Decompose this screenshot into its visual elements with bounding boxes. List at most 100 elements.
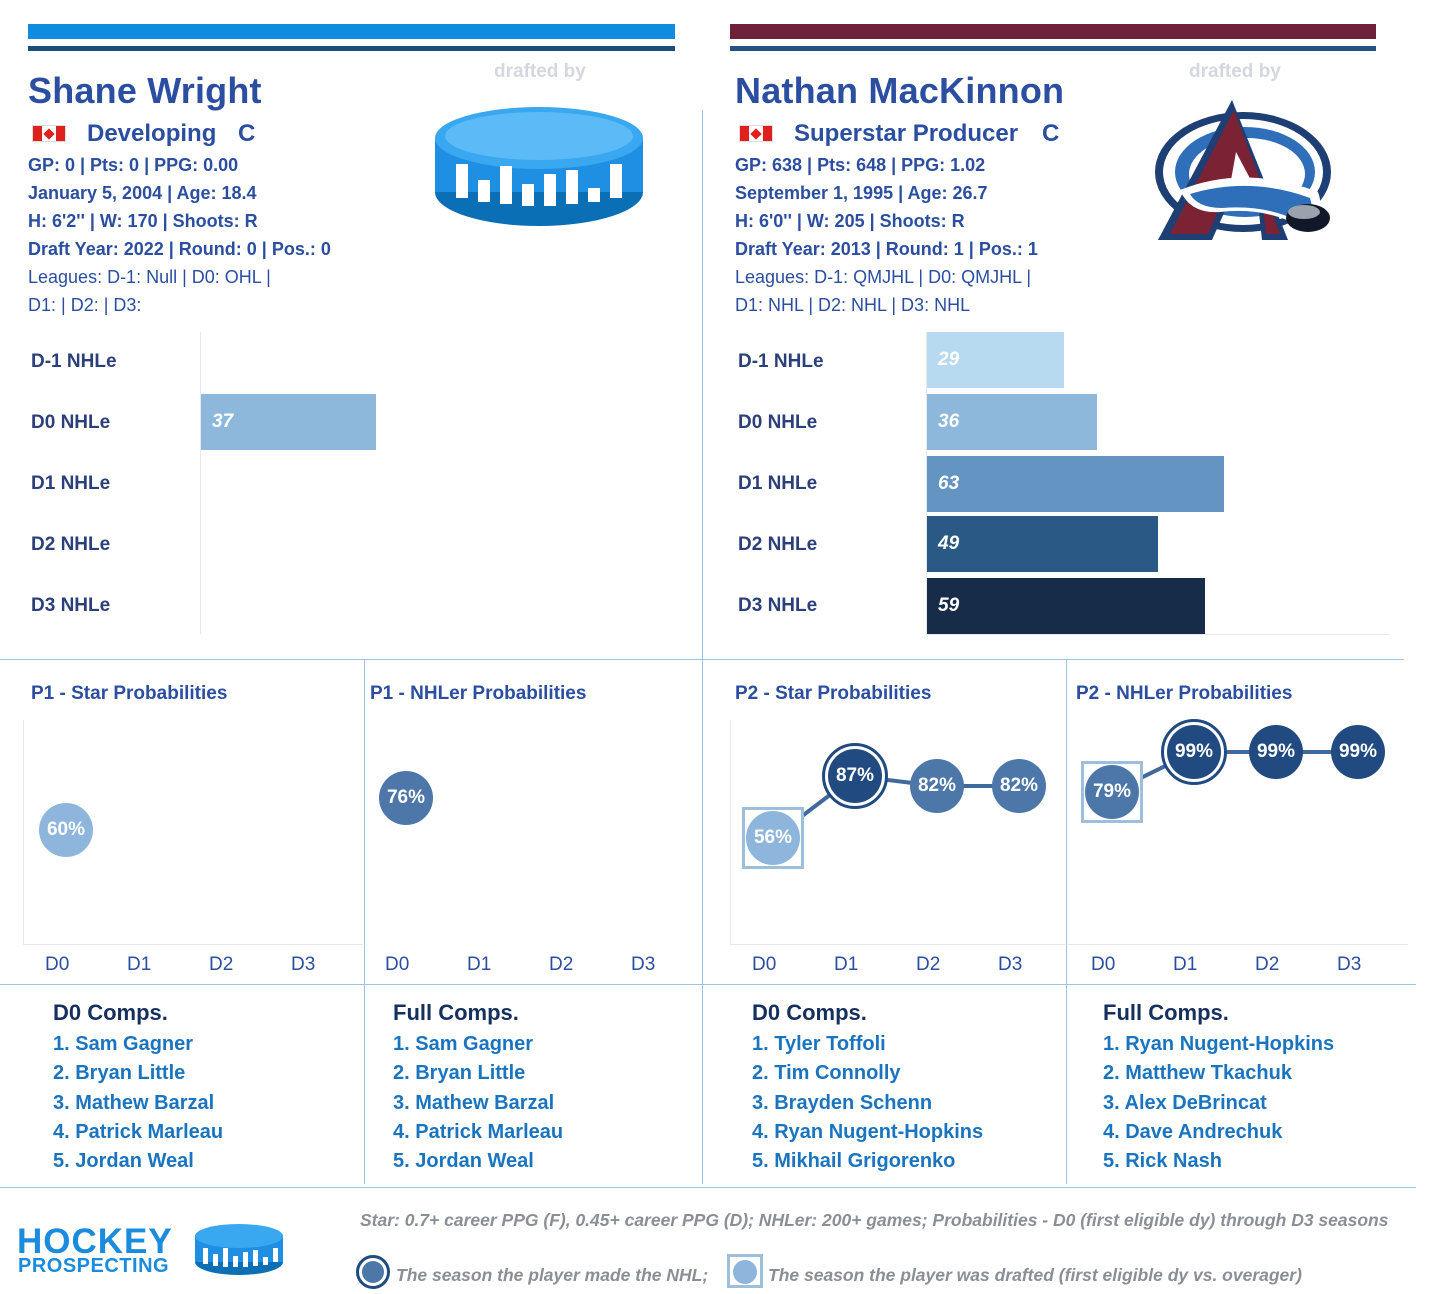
prob-baseline-3	[730, 944, 1065, 945]
comp-player-link[interactable]: 3. Brayden Schenn	[752, 1091, 933, 1114]
comp-player-link[interactable]: 2. Tim Connolly	[752, 1062, 901, 1085]
center-divider	[702, 110, 703, 1184]
player1-stats-line: GP: 0 | Pts: 0 | PPG: 0.00	[28, 155, 239, 175]
nhle-label: D0 NHLe	[738, 412, 818, 433]
nhle-bar-value: 49	[938, 533, 960, 554]
x-tick-label: D1	[1173, 954, 1198, 975]
player1-name: Shane Wright	[28, 70, 262, 111]
nhle-bar	[927, 332, 1064, 388]
nhle-bar-value: 36	[938, 411, 960, 432]
player1-leagues-line: Leagues: D-1: Null | D0: OHL |	[28, 267, 271, 287]
player1-birth-line: January 5, 2004 | Age: 18.4	[28, 183, 257, 203]
nhle-label: D1 NHLe	[738, 473, 818, 494]
nhle-bar-value: 37	[212, 411, 234, 432]
puck-icon	[193, 1222, 285, 1276]
nhle-bar	[927, 456, 1224, 512]
probability-series-line	[1111, 750, 1358, 794]
comp-player-link[interactable]: 4. Patrick Marleau	[53, 1120, 224, 1143]
comps-title: D0 Comps.	[752, 1000, 867, 1025]
section-divider-footer	[0, 1187, 1416, 1188]
player2-birth-line: September 1, 1995 | Age: 26.7	[735, 183, 988, 203]
probability-point: 99%	[1331, 725, 1385, 779]
nhle-label: D3 NHLe	[738, 595, 818, 616]
nhle-label: D-1 NHLe	[31, 351, 117, 372]
comp-player-link[interactable]: 2. Matthew Tkachuk	[1103, 1062, 1292, 1085]
x-tick-label: D0	[752, 954, 777, 975]
probability-point: 60%	[39, 803, 93, 857]
prob-axis-1	[23, 720, 24, 944]
x-tick-label: D3	[631, 954, 656, 975]
comp-player-link[interactable]: 2. Bryan Little	[393, 1062, 526, 1085]
prob-baseline-4	[1068, 944, 1408, 945]
x-tick-label: D1	[467, 954, 492, 975]
section-divider-comps	[0, 984, 1416, 985]
comp-player-link[interactable]: 3. Mathew Barzal	[53, 1091, 215, 1114]
comp-player-link[interactable]: 5. Mikhail Grigorenko	[752, 1150, 956, 1173]
comp-player-link[interactable]: 5. Jordan Weal	[53, 1150, 194, 1173]
panel-title-p1-nhler: P1 - NHLer Probabilities	[370, 683, 587, 704]
probability-series-line	[771, 773, 1019, 840]
player2-header-bar	[730, 24, 1376, 39]
player2-name: Nathan MacKinnon	[735, 70, 1065, 111]
nhle-label: D2 NHLe	[738, 534, 818, 555]
player1-draft-line: Draft Year: 2022 | Round: 0 | Pos.: 0	[28, 239, 331, 259]
nhle-bar	[927, 394, 1097, 450]
comps-title: D0 Comps.	[53, 1000, 168, 1025]
player1-leagues-line-2: D1: | D2: | D3:	[28, 295, 142, 315]
legend-drafted: The season the player was drafted (first…	[768, 1265, 1302, 1285]
x-tick-label: D0	[385, 954, 410, 975]
player1-drafted-by: drafted by	[494, 61, 586, 82]
comp-player-link[interactable]: 5. Jordan Weal	[393, 1150, 534, 1173]
panel-divider-3	[1066, 659, 1067, 1184]
player2-header-subbar	[730, 46, 1376, 51]
comp-player-link[interactable]: 2. Bryan Little	[53, 1062, 186, 1085]
comp-player-link[interactable]: 4. Patrick Marleau	[393, 1120, 564, 1143]
x-tick-label: D3	[998, 954, 1023, 975]
x-tick-label: D1	[834, 954, 859, 975]
nhle-bar-value: 59	[938, 595, 960, 616]
comp-player-link[interactable]: 1. Tyler Toffoli	[752, 1033, 886, 1055]
comp-player-link[interactable]: 3. Alex DeBrincat	[1103, 1091, 1267, 1114]
panel-title-p1-star: P1 - Star Probabilities	[31, 683, 228, 704]
player1-position: C	[238, 120, 256, 147]
probability-point: 76%	[379, 771, 433, 825]
player2-leagues-line: Leagues: D-1: QMJHL | D0: QMJHL |	[735, 267, 1032, 287]
player1-header-subbar	[28, 46, 675, 51]
player2-position: C	[1042, 120, 1060, 147]
legend-made-nhl: The season the player made the NHL;	[396, 1265, 709, 1285]
prob-baseline-1	[23, 944, 363, 945]
nhle-bar	[927, 578, 1205, 634]
probability-point: 99%	[1167, 725, 1221, 779]
nhle-label: D3 NHLe	[31, 595, 111, 616]
comp-player-link[interactable]: 1. Sam Gagner	[393, 1033, 534, 1055]
player2-stats-line: GP: 638 | Pts: 648 | PPG: 1.02	[735, 155, 986, 175]
panel-title-p2-star: P2 - Star Probabilities	[735, 683, 932, 704]
player1-header-bar	[28, 24, 675, 39]
hockey-prospecting-logo-subtext: PROSPECTING	[18, 1255, 170, 1277]
x-tick-label: D0	[45, 954, 70, 975]
comp-player-link[interactable]: 1. Ryan Nugent-Hopkins	[1103, 1033, 1335, 1055]
probability-point: 79%	[1085, 765, 1139, 819]
x-tick-label: D3	[291, 954, 316, 975]
nhle-bar-value: 29	[938, 349, 960, 370]
hockey-prospecting-logo-text: HOCKEY	[17, 1222, 173, 1261]
x-tick-label: D2	[916, 954, 941, 975]
player2-type: Superstar Producer	[794, 120, 1019, 147]
player1-nhle-axis	[200, 332, 201, 634]
drafted-legend-icon	[727, 1254, 763, 1288]
x-tick-label: D1	[127, 954, 152, 975]
nhle-label: D-1 NHLe	[738, 351, 824, 372]
panel-title-p2-nhler: P2 - NHLer Probabilities	[1076, 683, 1293, 704]
comp-player-link[interactable]: 4. Dave Andrechuk	[1103, 1120, 1283, 1143]
nhle-label: D1 NHLe	[31, 473, 111, 494]
comp-player-link[interactable]: 5. Rick Nash	[1103, 1150, 1222, 1173]
canada-flag-icon	[32, 125, 66, 142]
probability-point: 82%	[992, 759, 1046, 813]
x-tick-label: D2	[209, 954, 234, 975]
nhle-bar	[201, 394, 376, 450]
panel-divider-1	[364, 659, 365, 1184]
comp-player-link[interactable]: 1. Sam Gagner	[53, 1033, 194, 1055]
probability-point: 82%	[910, 759, 964, 813]
comp-player-link[interactable]: 4. Ryan Nugent-Hopkins	[752, 1120, 984, 1143]
comp-player-link[interactable]: 3. Mathew Barzal	[393, 1091, 555, 1114]
